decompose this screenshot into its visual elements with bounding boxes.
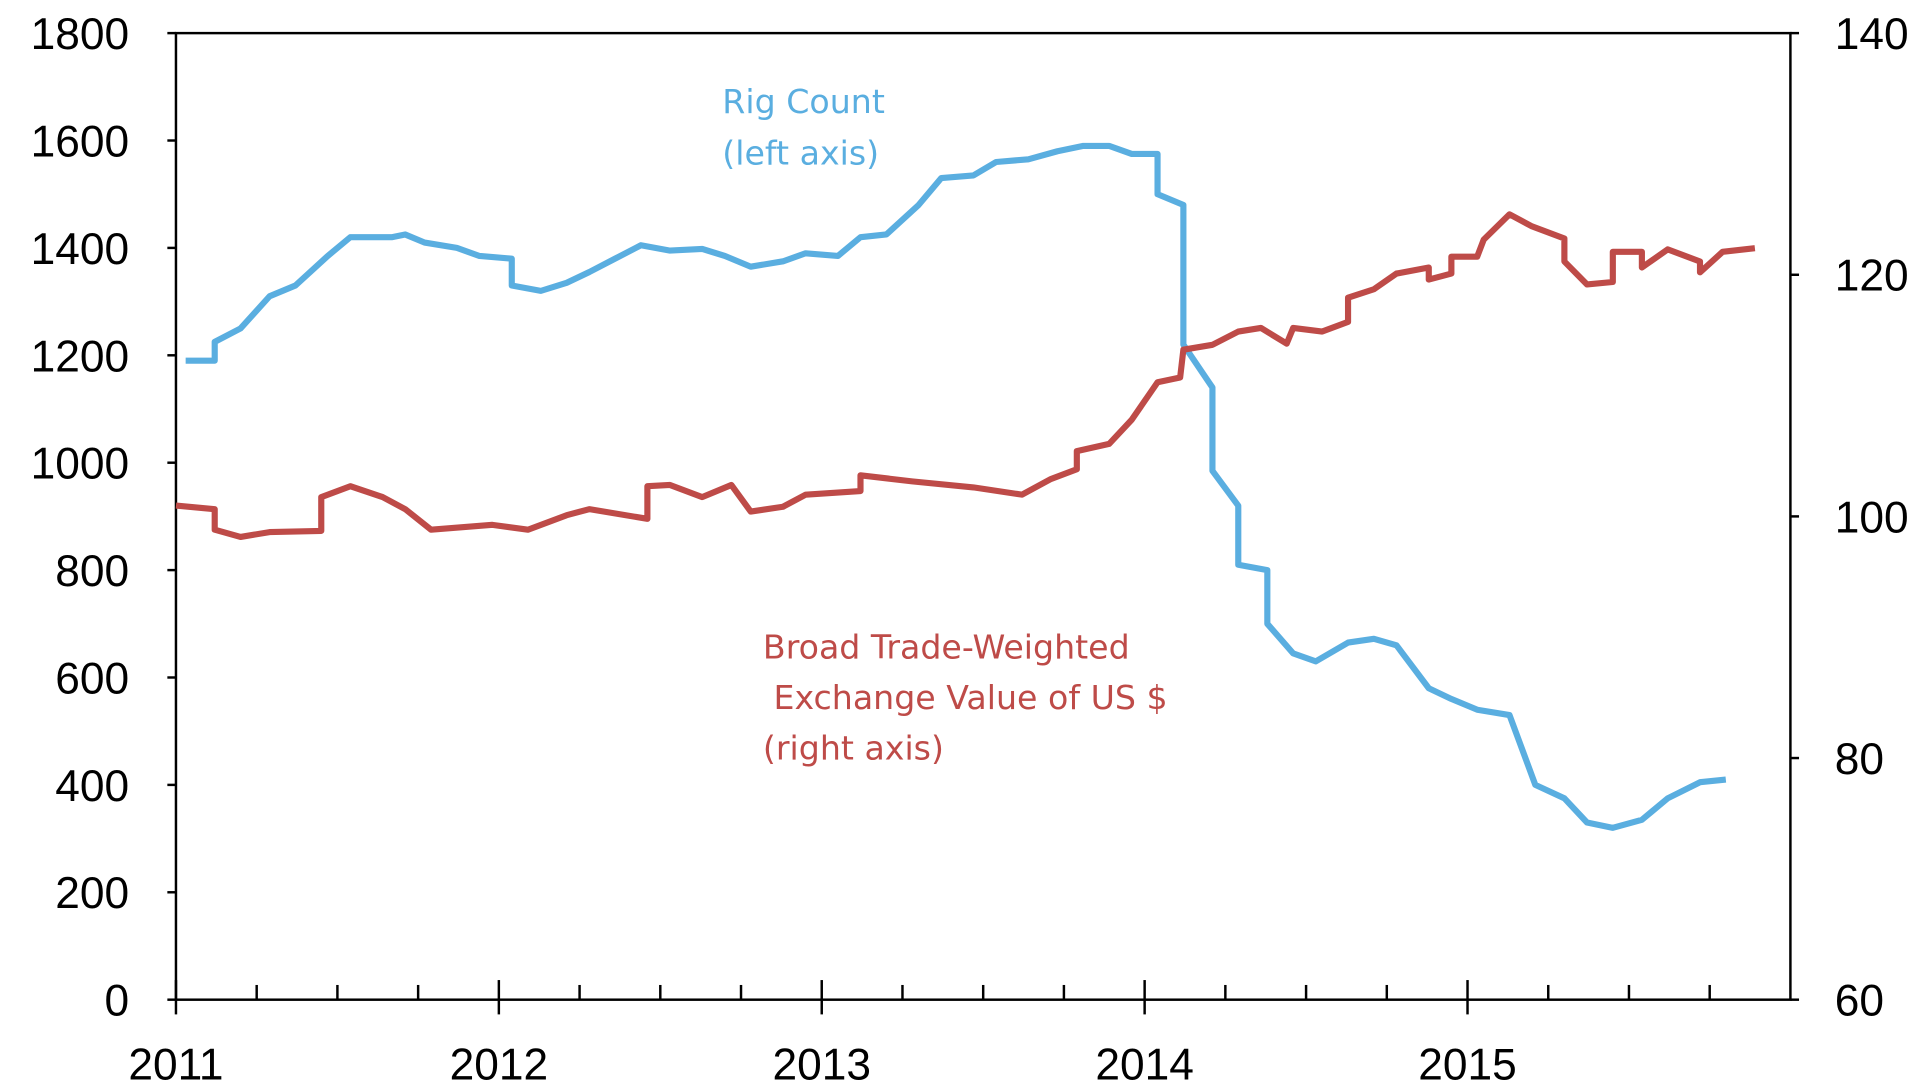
y-tick-label: 0: [105, 977, 130, 1026]
x-tick-label: 2012: [450, 1040, 549, 1088]
y-tick-label: 1400: [31, 225, 130, 274]
y2-tick-label: 140: [1835, 10, 1909, 59]
y2-tick-label: 100: [1835, 493, 1909, 542]
series-label: Rig Count: [722, 82, 885, 121]
x-tick-label: 2015: [1418, 1040, 1517, 1088]
series-line: [175, 211, 1756, 541]
y2-tick-label: 60: [1835, 977, 1884, 1026]
x-tick-label: 2011: [128, 1040, 223, 1088]
series-label: Broad Trade-Weighted: [763, 628, 1130, 667]
y-tick-label: 800: [55, 547, 129, 596]
series-line: [185, 142, 1727, 831]
y-tick-label: 400: [55, 762, 129, 811]
y-tick-label: 600: [55, 655, 129, 704]
y-tick-label: 1000: [31, 440, 130, 489]
y-tick-label: 1200: [31, 332, 130, 381]
series-label: Exchange Value of US $: [763, 678, 1168, 717]
x-tick-label: 2014: [1095, 1040, 1194, 1088]
series-label: (left axis): [722, 133, 879, 172]
y-tick-label: 1800: [31, 10, 130, 59]
y2-tick-label: 120: [1835, 252, 1909, 301]
series-label: (right axis): [763, 728, 944, 767]
x-tick-label: 2013: [772, 1040, 871, 1088]
y-tick-label: 200: [55, 869, 129, 918]
y2-tick-label: 80: [1835, 735, 1884, 784]
y-tick-label: 1600: [31, 118, 130, 167]
